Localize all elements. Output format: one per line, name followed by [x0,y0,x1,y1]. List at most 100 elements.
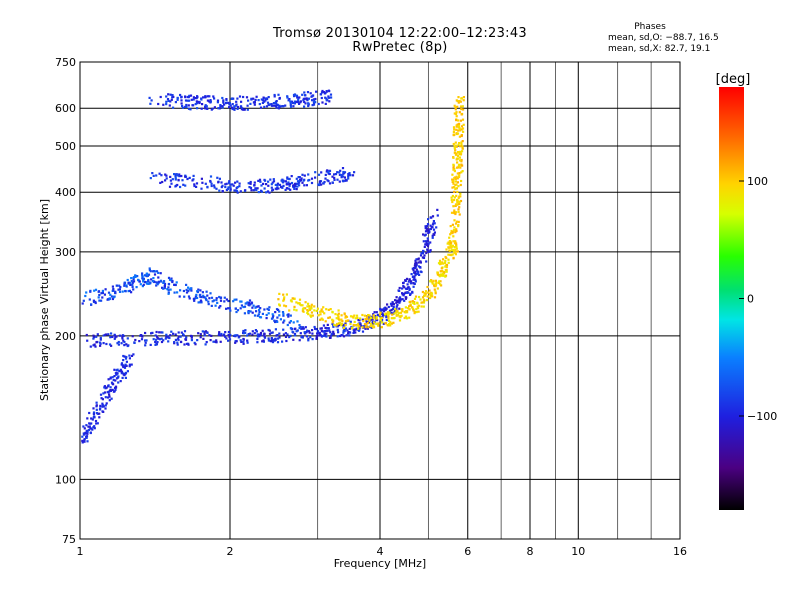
echo-point [265,191,268,194]
echo-point [344,316,347,319]
echo-point [286,96,289,99]
echo-point [301,181,304,184]
echo-point [325,308,328,311]
echo-point [328,169,332,172]
echo-point [340,322,344,325]
echo-point [216,176,219,179]
echo-point [270,186,273,189]
echo-point [357,327,360,330]
echo-point [375,322,378,325]
echo-point [101,296,104,299]
echo-point [332,333,335,336]
x-tick-label: 2 [227,545,234,558]
echo-point [419,260,422,263]
echo-point [276,186,279,189]
echo-point [128,354,131,357]
echo-point [454,253,457,256]
echo-point [176,337,180,340]
echo-point [227,299,230,303]
echo-point [235,189,239,192]
echo-point [460,141,463,144]
echo-point [284,104,287,107]
echo-point [454,180,457,183]
echo-point [403,316,406,320]
echo-point [369,322,373,325]
echo-point [453,251,456,254]
echo-point [251,333,254,336]
echo-point [454,149,457,152]
echo-point [238,185,241,188]
echo-point [110,381,114,384]
echo-point [359,324,362,327]
echo-point [343,328,346,331]
echo-point [459,105,463,108]
echo-point [169,100,172,103]
echo-point [283,304,286,307]
echo-point [391,313,394,316]
echo-point [324,102,327,105]
echo-point [179,335,182,338]
echo-point [424,292,427,295]
echo-point [294,100,297,103]
echo-point [370,326,373,329]
echo-point [321,310,324,313]
echo-point [451,223,454,226]
echo-point [279,318,282,321]
echo-point [272,102,275,105]
echo-point [90,417,93,420]
echo-point [314,171,317,174]
echo-point [165,177,168,180]
echo-point [295,309,298,312]
echo-point [103,293,106,296]
echo-point [323,312,326,315]
echo-point [103,385,106,388]
echo-point [273,95,276,98]
echo-point [144,341,147,344]
echo-point [204,296,207,299]
echo-point [401,310,404,313]
echo-point [185,105,188,109]
echo-point [420,252,423,255]
echo-point [98,299,101,302]
echo-point [426,291,429,294]
echo-point [405,317,409,320]
x-tick-label: 4 [377,545,384,558]
echo-point [300,336,303,339]
echo-point [460,112,463,116]
echo-point [289,327,292,330]
echo-point [149,281,152,284]
echo-point [417,272,420,276]
echo-point [391,301,394,304]
echo-point [115,284,118,287]
echo-point [362,319,365,323]
echo-point [359,317,362,320]
echo-point [435,226,438,229]
echo-point [232,97,235,100]
echo-point [287,315,290,318]
echo-point [256,187,259,190]
echo-point [342,326,345,329]
echo-point [189,287,192,290]
echo-point [338,171,341,174]
echo-point [296,96,299,99]
echo-point [219,299,223,302]
echo-point [427,218,430,221]
echo-point [152,174,155,177]
echo-point [207,300,210,303]
echo-point [455,145,458,148]
echo-point [309,92,312,95]
echo-point [406,283,409,286]
echo-point [458,153,461,156]
echo-point [311,314,314,317]
echo-point [395,299,399,302]
echo-point [82,425,85,428]
echo-point [108,395,111,398]
echo-point [163,282,167,285]
echo-point [271,341,275,344]
echo-point [99,341,102,344]
echo-point [274,328,277,331]
echo-point [142,283,145,286]
echo-point [323,92,326,95]
echo-point [155,281,158,284]
echo-point [195,102,199,105]
